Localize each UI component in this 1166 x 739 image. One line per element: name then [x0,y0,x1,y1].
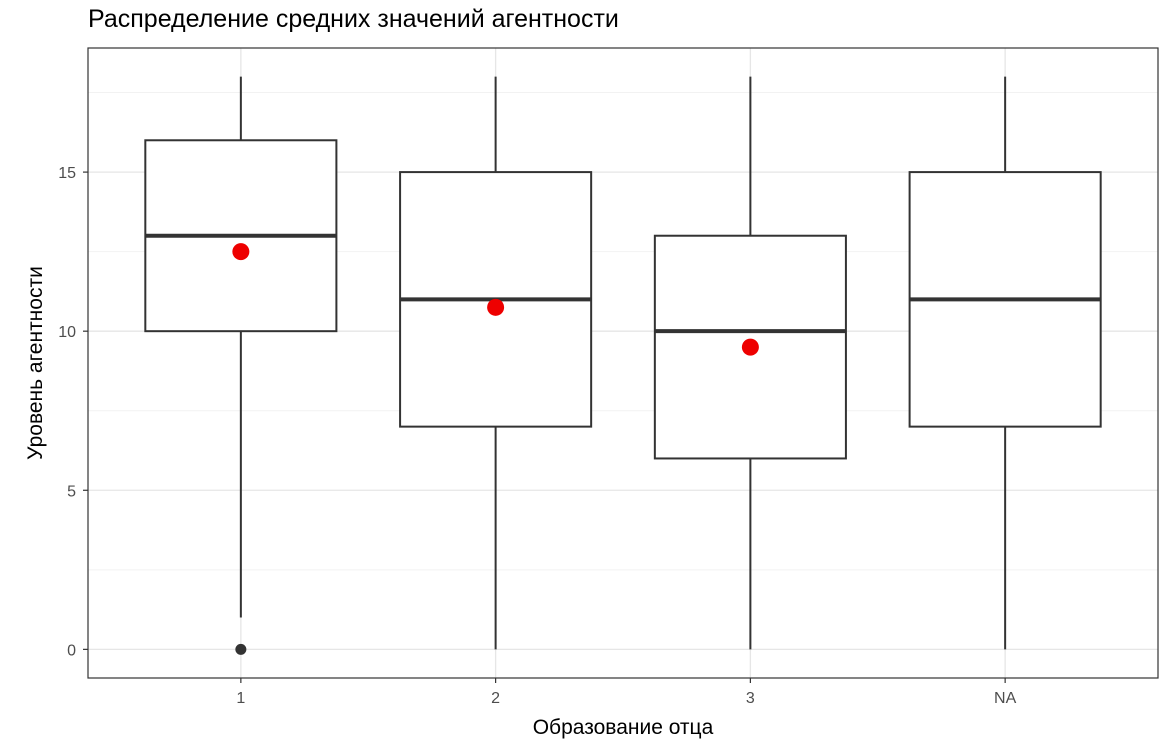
box-group-1 [144,76,338,655]
box-group-3 [653,76,847,650]
x-axis-title: Образование отца [533,716,714,739]
x-tick-label: 1 [236,690,245,707]
chart-title: Распределение средних значений агентност… [88,5,619,33]
y-tick-label: 10 [58,324,76,341]
y-axis-title: Уровень агентности [24,266,47,460]
mean-point [487,298,505,316]
y-tick-label: 15 [58,165,76,182]
axes-layer: 0 5 10 15 1 2 3 NA [58,165,1016,707]
box-group-NA [908,76,1102,650]
x-tick-label: 2 [491,690,500,707]
y-tick-label: 5 [67,483,76,500]
mean-point [232,243,250,261]
panel-border [87,47,1159,679]
y-tick-label: 0 [67,642,76,659]
outlier-point [235,643,247,655]
box-group-2 [399,76,593,650]
x-tick-label: NA [994,690,1017,707]
boxes-layer [144,76,1102,655]
mean-point [741,338,759,356]
x-tick-label: 3 [746,690,755,707]
